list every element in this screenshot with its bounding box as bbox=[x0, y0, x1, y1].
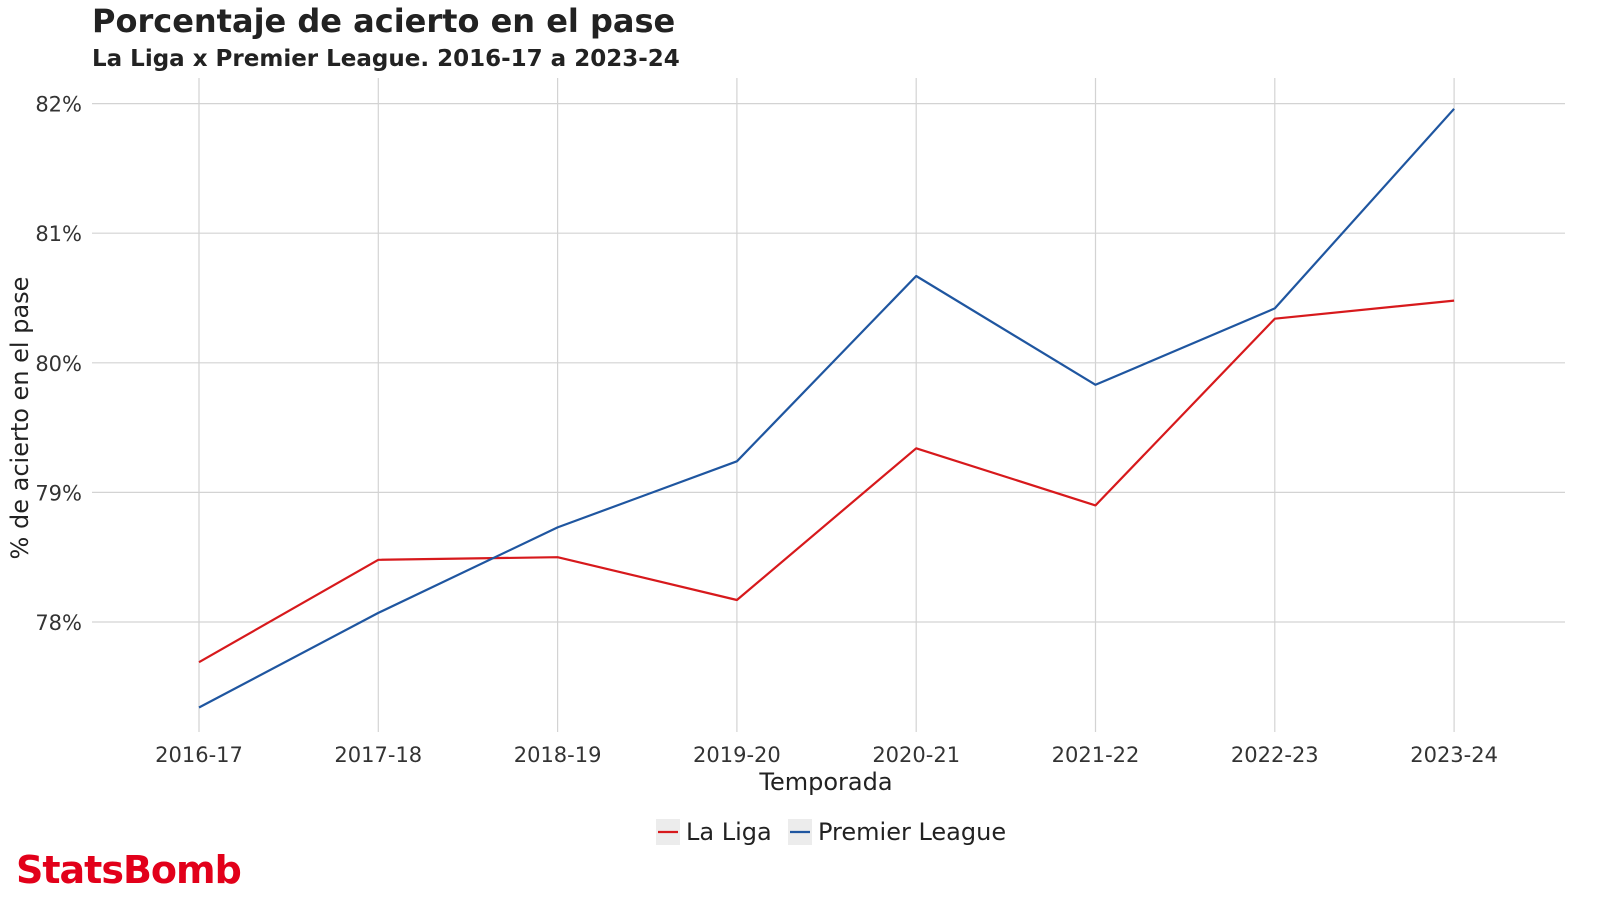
x-tick-label: 2023-24 bbox=[1410, 743, 1498, 767]
chart-subtitle: La Liga x Premier League. 2016-17 a 2023… bbox=[92, 46, 680, 72]
legend-label: Premier League bbox=[818, 818, 1006, 846]
statsbomb-logo: StatsBomb bbox=[16, 848, 242, 892]
y-tick-labels: 78% 79% 80% 81% 82% bbox=[35, 93, 82, 635]
grid-lines bbox=[92, 78, 1565, 732]
y-tick-label: 82% bbox=[35, 93, 82, 117]
legend-label: La Liga bbox=[686, 818, 772, 846]
y-tick-label: 79% bbox=[35, 481, 82, 505]
series-lines bbox=[198, 108, 1455, 709]
y-tick-label: 80% bbox=[35, 352, 82, 376]
x-axis-title: Temporada bbox=[758, 768, 892, 796]
x-tick-label: 2018-19 bbox=[514, 743, 602, 767]
x-tick-label: 2019-20 bbox=[693, 743, 781, 767]
series-line-premier-league bbox=[198, 108, 1455, 709]
x-tick-label: 2021-22 bbox=[1052, 743, 1140, 767]
y-tick-label: 78% bbox=[35, 611, 82, 635]
chart-title: Porcentaje de acierto en el pase bbox=[92, 2, 676, 40]
x-tick-label: 2017-18 bbox=[334, 743, 422, 767]
x-tick-labels: 2016-17 2017-18 2018-19 2019-20 2020-21 2021-… bbox=[155, 743, 1498, 767]
y-tick-label: 81% bbox=[35, 222, 82, 246]
legend: La Liga Premier League bbox=[656, 818, 1006, 846]
x-tick-label: 2022-23 bbox=[1231, 743, 1319, 767]
x-tick-label: 2016-17 bbox=[155, 743, 243, 767]
series-line-la-liga bbox=[198, 299, 1455, 664]
x-tick-label: 2020-21 bbox=[872, 743, 960, 767]
y-axis-title: % de acierto en el pase bbox=[6, 277, 34, 560]
